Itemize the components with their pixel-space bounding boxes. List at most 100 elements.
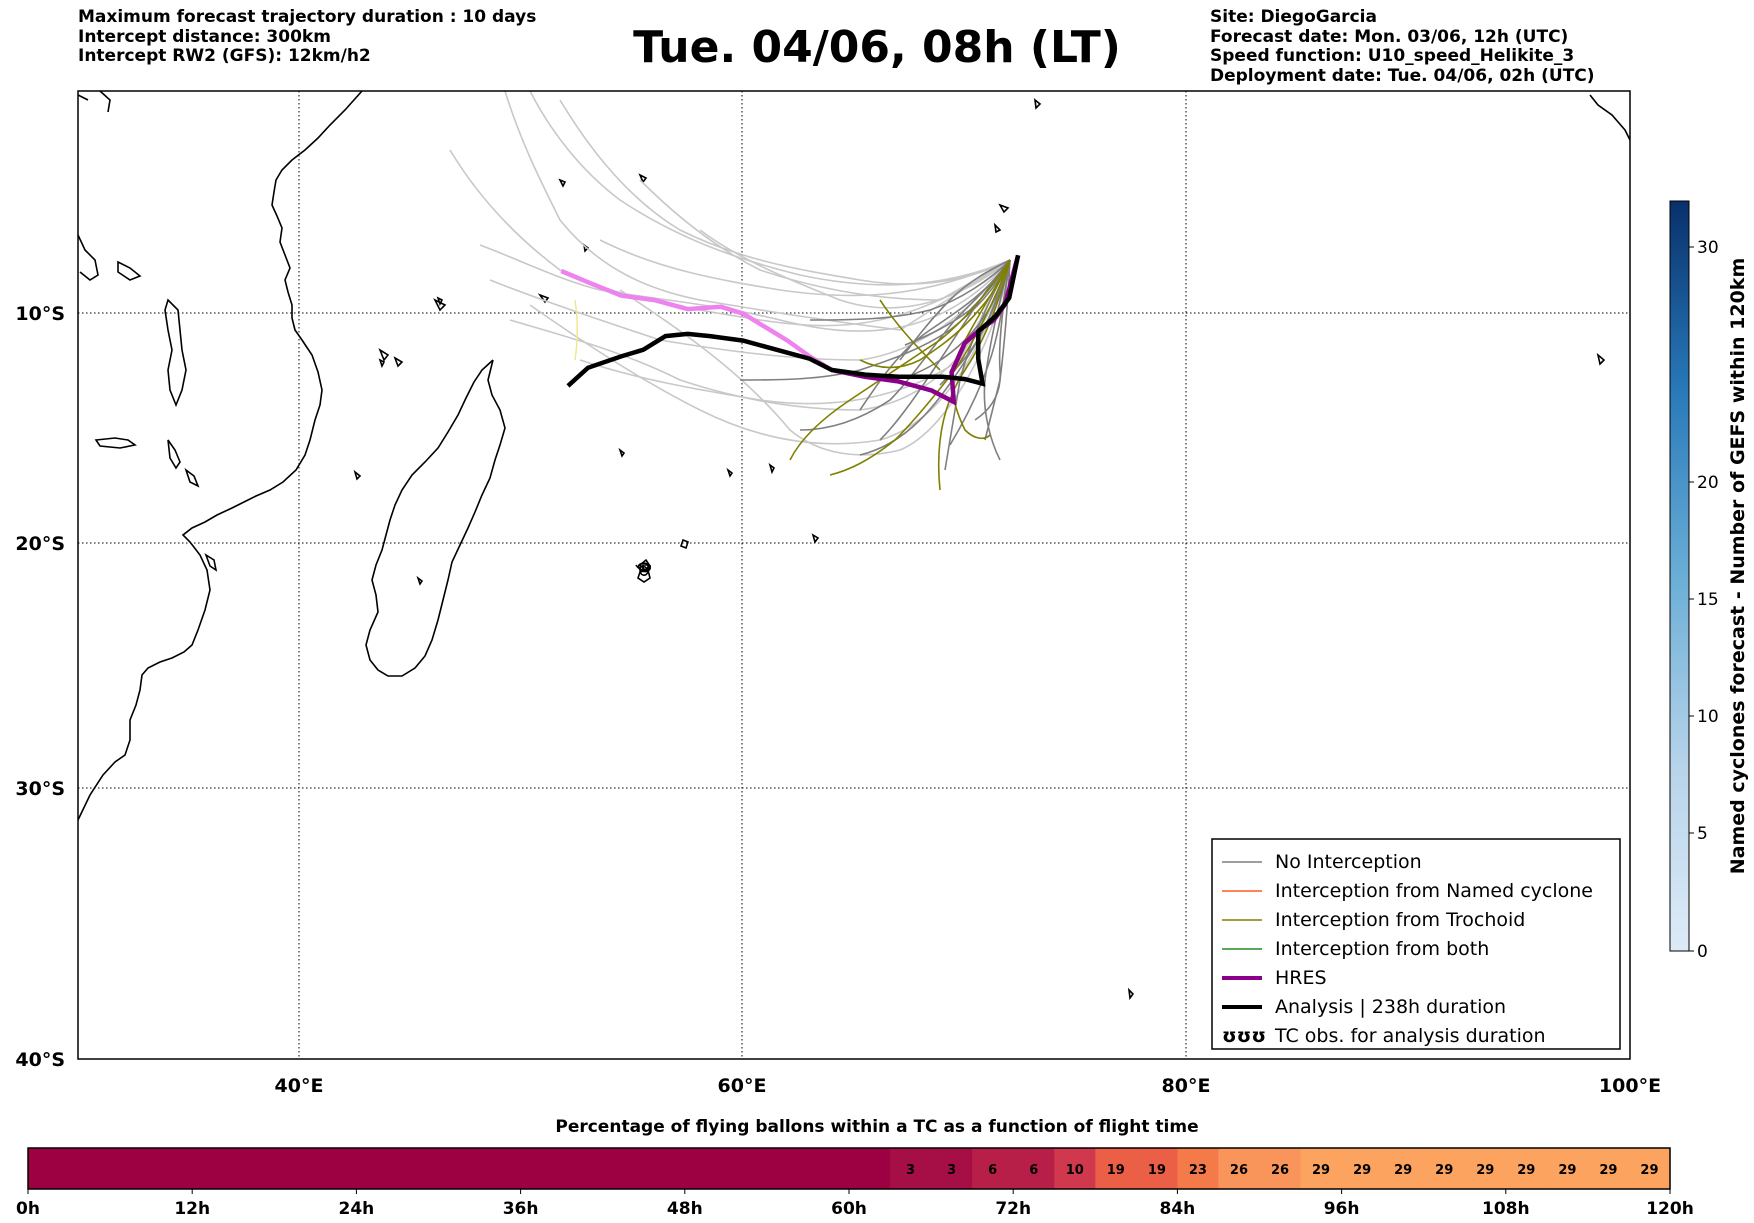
tc-obs-symbol: ʊʊʊ xyxy=(1222,1025,1266,1047)
cbar-tick-30: 30 xyxy=(1697,238,1719,258)
map-frame xyxy=(77,90,1631,1060)
speed-function-text: Speed function: U10_speed_Helikite_3 xyxy=(1210,46,1575,66)
colorbar-cell xyxy=(643,1148,686,1189)
legend-item: No Interception xyxy=(1222,851,1422,873)
arabian-coast xyxy=(78,91,111,113)
flight-time-colorbar: 3 3 6 6 10 19 19 23 26 26 29 29 29 29 29 29 29 29 29 0h 12h… xyxy=(16,1147,1694,1219)
colorbar-cell xyxy=(561,1148,604,1189)
islet-2 xyxy=(378,358,386,369)
lat-labels: 10°S 20°S 30°S 40°S xyxy=(15,303,65,1071)
colorbar-cell xyxy=(1423,1148,1466,1189)
colorbar-cell xyxy=(1136,1148,1178,1189)
colorbar-cell-value: 26 xyxy=(1271,1163,1289,1178)
colorbar-cell-value: 19 xyxy=(1107,1163,1125,1178)
colorbar-cell xyxy=(602,1148,645,1189)
lon-label-40e: 40°E xyxy=(275,1075,324,1097)
traj-gray xyxy=(799,259,1011,431)
traj-gray xyxy=(739,259,1011,381)
traj-yellow xyxy=(574,299,578,361)
site-text: Site: DiegoGarcia xyxy=(1210,7,1377,27)
legend-label: TC obs. for analysis duration xyxy=(1274,1025,1546,1047)
colorbar-cell xyxy=(438,1148,481,1189)
colorbar-cell-value: 23 xyxy=(1189,1163,1207,1178)
analysis-line xyxy=(566,254,1021,388)
traj-trochoid xyxy=(879,299,941,371)
map-area: No Interception Interception from Named c… xyxy=(78,91,1630,1059)
islet-11 xyxy=(768,462,776,475)
islet-9 xyxy=(1589,94,1630,141)
time-label: 0h xyxy=(16,1199,40,1219)
lake-b xyxy=(204,553,218,572)
traj-trochoid xyxy=(937,259,1011,491)
legend-item: HRES xyxy=(1222,967,1327,989)
cbar-tick-10: 10 xyxy=(1697,707,1719,727)
islet-13 xyxy=(726,467,734,478)
header-right: Site: DiegoGarcia Forecast date: Mon. 03… xyxy=(1210,7,1595,86)
colorbar-cell xyxy=(1546,1148,1589,1189)
colorbar-cell-value: 29 xyxy=(1476,1163,1494,1178)
island-d xyxy=(164,298,187,408)
legend-box xyxy=(1211,838,1621,1050)
traj-light xyxy=(639,179,1011,301)
colorbar-cell xyxy=(1013,1148,1055,1189)
traj-gray xyxy=(809,259,1011,321)
time-label: 24h xyxy=(339,1199,375,1219)
traj-gray xyxy=(974,259,1011,421)
flight-time-colorbar-title: Percentage of flying ballons within a TC… xyxy=(555,1117,1199,1137)
seychelles xyxy=(537,293,550,304)
legend-label: Interception from both xyxy=(1275,938,1489,960)
colorbar-cell xyxy=(397,1148,440,1189)
madagascar-coastline xyxy=(365,359,506,677)
legend-item: Analysis | 238h duration xyxy=(1222,996,1506,1018)
cyclone-colorbar-ticks xyxy=(1689,246,1694,952)
colorbar-cell-value: 6 xyxy=(1029,1163,1038,1178)
colorbar-cell xyxy=(520,1148,563,1189)
legend: No Interception Interception from Named c… xyxy=(1211,838,1621,1050)
legend-label: Interception from Trochoid xyxy=(1275,909,1525,931)
legend-item: ʊʊʊ TC obs. for analysis duration xyxy=(1222,1025,1546,1047)
colorbar-cell xyxy=(1505,1148,1548,1189)
comoros xyxy=(378,348,404,368)
colorbar-cell xyxy=(1382,1148,1425,1189)
colorbar-cell-value: 29 xyxy=(1599,1163,1617,1178)
colorbar-cell xyxy=(1218,1148,1261,1189)
deployment-date-text: Deployment date: Tue. 04/06, 02h (UTC) xyxy=(1210,65,1595,86)
colorbar-cell xyxy=(192,1148,234,1189)
islet-6 xyxy=(993,222,1002,234)
islet-1 xyxy=(436,296,444,307)
traj-trochoid xyxy=(859,259,1011,369)
traj-light xyxy=(489,259,1011,361)
traj-gray xyxy=(983,259,1011,461)
traj-light xyxy=(699,229,1011,309)
colorbar-cell-value: 3 xyxy=(906,1163,915,1178)
colorbar-cell xyxy=(1464,1148,1507,1189)
colorbar-cell xyxy=(1341,1148,1384,1189)
colorbar-cell xyxy=(849,1148,891,1189)
traj-light xyxy=(599,239,1011,297)
time-label: 12h xyxy=(174,1199,210,1219)
colorbar-cell-value: 19 xyxy=(1148,1163,1166,1178)
cbar-tick-0: 0 xyxy=(1697,942,1708,962)
colorbar-cell xyxy=(151,1148,193,1189)
traj-light xyxy=(559,99,1011,285)
colorbar-cell xyxy=(1259,1148,1302,1189)
intercept-rw2-text: Intercept RW2 (GFS): 12km/h2 xyxy=(78,46,371,66)
time-label: 120h xyxy=(1646,1199,1694,1219)
cyclone-colorbar-label: Named cyclones forecast - Number of GEFS… xyxy=(1727,258,1749,875)
intercept-distance-text: Intercept distance: 300km xyxy=(78,26,331,47)
cbar-tick-15: 15 xyxy=(1697,590,1719,610)
islet-10 xyxy=(1033,98,1042,110)
map-title: Tue. 04/06, 08h (LT) xyxy=(633,22,1121,73)
time-label: 60h xyxy=(831,1199,867,1219)
legend-label: Interception from Named cyclone xyxy=(1275,880,1593,902)
island-f xyxy=(184,467,200,488)
legend-item: Interception from Trochoid xyxy=(1222,909,1525,931)
colorbar-cell-value: 6 xyxy=(988,1163,997,1178)
cbar-tick-20: 20 xyxy=(1697,473,1719,493)
island-e xyxy=(94,437,137,449)
colorbar-cell xyxy=(69,1148,111,1189)
time-label: 96h xyxy=(1324,1199,1360,1219)
lat-label-20s: 20°S xyxy=(15,533,65,555)
colorbar-cell xyxy=(766,1148,809,1189)
time-label: 48h xyxy=(667,1199,703,1219)
